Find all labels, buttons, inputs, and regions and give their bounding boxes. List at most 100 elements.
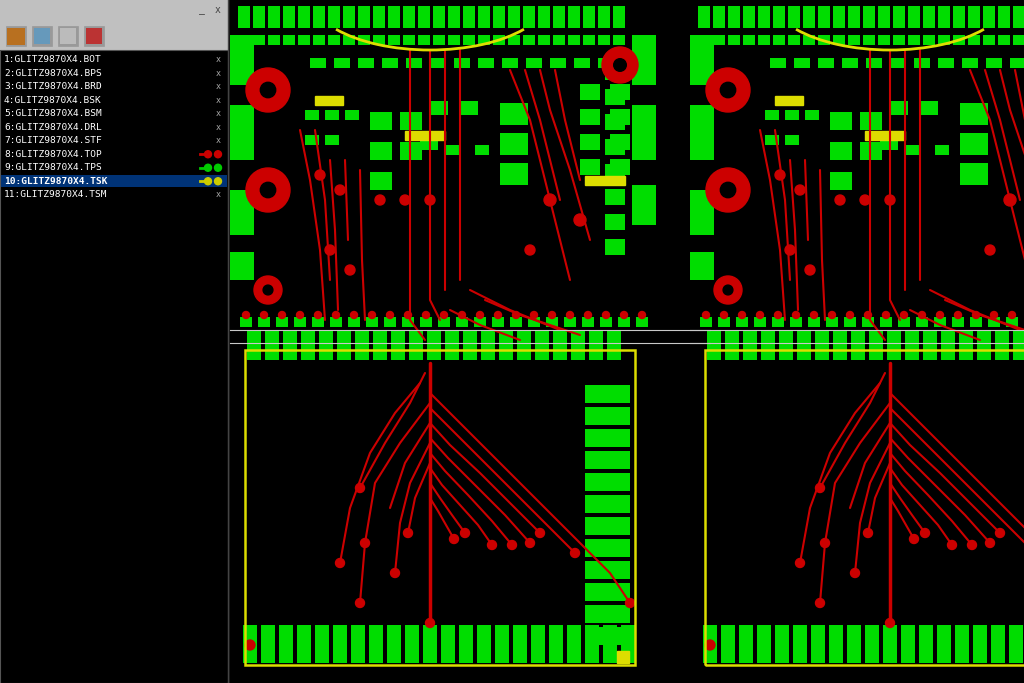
Bar [60, 28, 76, 44]
Bar [370, 172, 392, 190]
Text: 2:GLITZ9870X4.BPS: 2:GLITZ9870X4.BPS [4, 69, 101, 78]
Bar [538, 6, 550, 28]
Circle shape [706, 68, 750, 112]
Circle shape [613, 59, 627, 71]
Bar [546, 317, 558, 327]
Circle shape [246, 68, 290, 112]
Bar [0, 20, 228, 50]
Bar [402, 317, 414, 327]
Text: x: x [215, 5, 221, 15]
Circle shape [461, 529, 469, 538]
Circle shape [796, 559, 805, 568]
Bar [898, 317, 910, 327]
Bar [478, 6, 490, 28]
Bar [995, 330, 1009, 360]
Bar [830, 142, 852, 160]
Bar [794, 58, 810, 68]
Bar [298, 35, 310, 45]
Circle shape [440, 311, 447, 318]
Bar [438, 317, 450, 327]
Bar [348, 317, 360, 327]
Bar [880, 136, 898, 150]
Bar [938, 58, 954, 68]
Bar [387, 625, 401, 663]
Bar [240, 317, 252, 327]
Bar [998, 6, 1010, 28]
Bar [953, 35, 965, 45]
Circle shape [355, 484, 365, 492]
Bar [797, 330, 811, 360]
Bar [607, 330, 621, 360]
Circle shape [721, 311, 727, 318]
Bar [583, 35, 595, 45]
Bar [230, 252, 254, 280]
Bar [283, 6, 295, 28]
Bar [605, 239, 625, 255]
Bar [973, 625, 987, 663]
Text: 3:GLITZ9870X4.BRD: 3:GLITZ9870X4.BRD [4, 82, 101, 92]
Bar [0, 50, 228, 683]
Bar [758, 6, 770, 28]
Bar [84, 26, 104, 46]
Circle shape [260, 182, 275, 197]
Bar [743, 35, 755, 45]
Bar [305, 110, 319, 120]
Circle shape [335, 185, 345, 195]
Circle shape [525, 538, 535, 548]
Bar [736, 317, 748, 327]
Bar [580, 159, 600, 175]
Bar [585, 561, 630, 579]
Bar [406, 131, 445, 140]
Circle shape [864, 311, 871, 318]
Bar [818, 35, 830, 45]
Bar [343, 6, 355, 28]
Bar [941, 330, 955, 360]
Bar [690, 35, 714, 85]
Bar [84, 26, 104, 46]
Text: x: x [215, 69, 220, 78]
Bar [830, 172, 852, 190]
Circle shape [390, 568, 399, 578]
Bar [962, 58, 978, 68]
Bar [330, 317, 342, 327]
Bar [463, 330, 477, 360]
Bar [610, 159, 630, 175]
Text: 2:GLITZ9870X4.BPS: 2:GLITZ9870X4.BPS [4, 69, 101, 78]
Circle shape [260, 311, 267, 318]
Circle shape [386, 311, 393, 318]
Bar [793, 625, 807, 663]
Bar [319, 330, 333, 360]
Bar [613, 35, 625, 45]
Bar [803, 6, 815, 28]
Bar [388, 35, 400, 45]
Bar [420, 317, 432, 327]
Bar [58, 26, 78, 46]
Bar [585, 407, 630, 425]
Bar [510, 317, 522, 327]
Bar [998, 35, 1010, 45]
Bar [313, 6, 325, 28]
Bar [893, 35, 905, 45]
Bar [373, 330, 387, 360]
Circle shape [574, 214, 586, 226]
Circle shape [885, 195, 895, 205]
Bar [860, 142, 882, 160]
Bar [568, 6, 580, 28]
Circle shape [815, 484, 824, 492]
Circle shape [214, 151, 221, 158]
Bar [433, 6, 445, 28]
Bar [805, 110, 819, 120]
Circle shape [626, 598, 635, 607]
Bar [328, 6, 340, 28]
Bar [905, 145, 919, 155]
Bar [908, 35, 920, 45]
Bar [961, 133, 988, 155]
Bar [890, 58, 906, 68]
Bar [1, 174, 227, 187]
Bar [968, 35, 980, 45]
Bar [58, 26, 78, 46]
Circle shape [205, 178, 212, 184]
Bar [418, 35, 430, 45]
Circle shape [921, 529, 930, 538]
Bar [366, 317, 378, 327]
